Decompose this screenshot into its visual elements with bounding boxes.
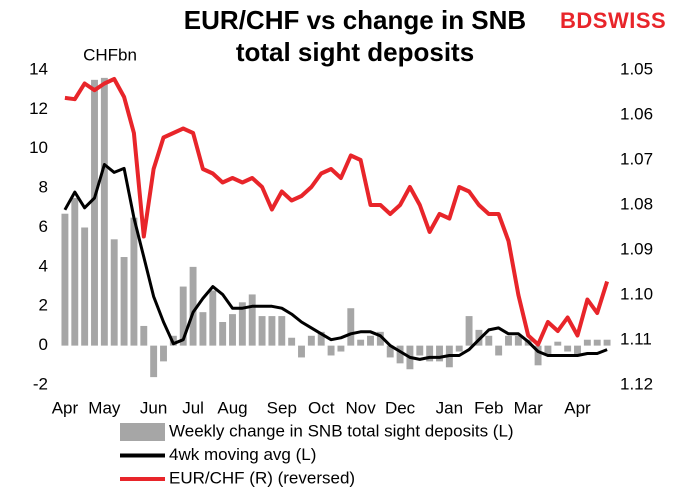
bar xyxy=(61,213,69,346)
y-tick-label: 2 xyxy=(39,296,48,315)
bar xyxy=(436,345,443,362)
bar xyxy=(367,335,374,346)
line xyxy=(64,77,610,347)
bar xyxy=(130,217,138,346)
bar xyxy=(357,339,365,346)
bar xyxy=(505,335,512,346)
y2-tick-label: 1.05 xyxy=(620,59,653,78)
bar xyxy=(386,345,394,358)
legend-label: 4wk moving avg (L) xyxy=(169,445,316,464)
bar xyxy=(495,345,503,356)
x-tick-label: Sep xyxy=(267,398,297,417)
x-tick-label: Aug xyxy=(217,398,247,417)
x-tick-label: Mar xyxy=(514,398,544,417)
bar xyxy=(248,294,256,346)
bar xyxy=(317,331,325,346)
x-tick-label: Apr xyxy=(52,398,79,417)
bar xyxy=(258,316,266,346)
bar xyxy=(199,312,207,346)
y-tick-label: 0 xyxy=(39,335,48,354)
bar xyxy=(91,79,98,346)
bar xyxy=(593,339,601,346)
y2-tick-label: 1.11 xyxy=(620,329,652,348)
y-tick-label: 8 xyxy=(39,178,48,197)
bar xyxy=(238,302,246,346)
y2-tick-label: 1.06 xyxy=(620,104,653,123)
bar xyxy=(544,345,552,356)
bar xyxy=(100,77,108,346)
bar xyxy=(219,322,227,346)
bar xyxy=(229,314,236,346)
bar xyxy=(514,335,522,346)
y2-tick-label: 1.10 xyxy=(620,284,653,303)
bar xyxy=(278,316,286,346)
bar xyxy=(298,345,305,358)
bar xyxy=(534,345,542,366)
bar xyxy=(189,266,197,346)
bar xyxy=(327,345,335,356)
x-tick-label: Jul xyxy=(182,398,204,417)
x-tick-label: Feb xyxy=(474,398,503,417)
bar xyxy=(110,239,118,346)
bar xyxy=(347,308,355,346)
y2-tick-label: 1.07 xyxy=(620,149,653,168)
y2-tick-label: 1.12 xyxy=(620,374,653,393)
bar xyxy=(179,286,187,346)
y2-tick-label: 1.08 xyxy=(620,194,653,213)
legend-label: EUR/CHF (R) (reversed) xyxy=(169,468,355,487)
x-tick-label: May xyxy=(88,398,121,417)
bar xyxy=(81,227,89,346)
x-tick-label: Nov xyxy=(346,398,377,417)
y-tick-label: 12 xyxy=(29,99,48,118)
bar xyxy=(120,257,128,346)
bar xyxy=(455,345,463,352)
bar xyxy=(268,316,276,346)
y-tick-label: -2 xyxy=(33,374,48,393)
bar xyxy=(485,335,493,346)
y-tick-label: 6 xyxy=(39,217,48,236)
bar xyxy=(396,345,404,364)
bar xyxy=(554,341,562,346)
legend-label: Weekly change in SNB total sight deposit… xyxy=(169,421,514,440)
x-tick-label: Jan xyxy=(436,398,463,417)
bar xyxy=(376,331,384,346)
line xyxy=(63,163,608,361)
y-tick-label: 14 xyxy=(29,59,48,78)
bar xyxy=(465,316,473,346)
y2-tick-label: 1.09 xyxy=(620,239,653,258)
bar xyxy=(140,325,148,346)
x-tick-label: Jun xyxy=(140,398,167,417)
x-tick-label: Apr xyxy=(564,398,591,417)
bar xyxy=(583,339,591,346)
logo: BDSWISS xyxy=(560,8,667,33)
bar xyxy=(209,290,217,346)
bar xyxy=(307,335,315,346)
bar xyxy=(150,345,158,378)
x-tick-label: Dec xyxy=(385,398,416,417)
y-tick-label: 4 xyxy=(39,256,48,275)
legend-swatch xyxy=(120,423,165,441)
y-tick-label: 10 xyxy=(29,138,48,157)
x-tick-label: Oct xyxy=(308,398,335,417)
bar xyxy=(426,345,434,362)
bar xyxy=(603,339,611,346)
bar xyxy=(574,345,581,356)
bar xyxy=(564,345,572,352)
bar xyxy=(416,345,424,356)
bar xyxy=(288,337,296,346)
unit-annotation: CHFbn xyxy=(83,45,137,64)
chart-title: EUR/CHF vs change in SNB total sight dep… xyxy=(183,5,527,67)
bar xyxy=(337,345,345,352)
bar xyxy=(160,345,167,362)
bar xyxy=(71,197,79,346)
